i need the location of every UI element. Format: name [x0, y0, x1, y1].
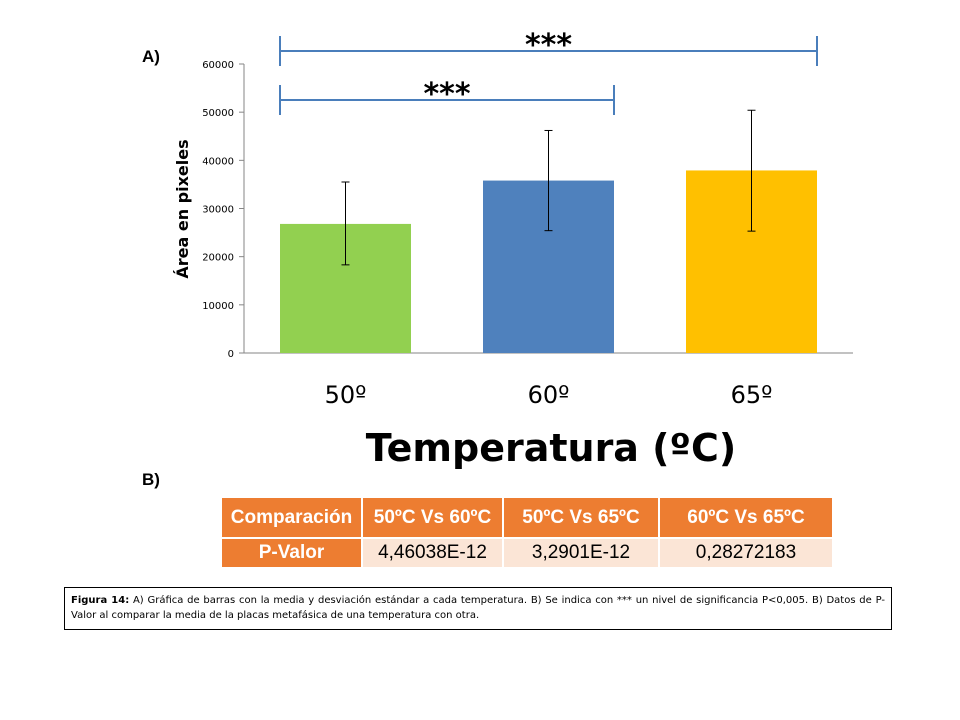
y-tick-label: 40000: [202, 156, 234, 167]
y-tick-label: 30000: [202, 205, 234, 216]
x-tick-label: 60º: [528, 381, 570, 409]
panel-label-b: B): [142, 470, 160, 489]
significance-label: ***: [423, 77, 470, 112]
x-tick-label: 65º: [731, 381, 773, 409]
significance-label: ***: [525, 28, 572, 63]
caption-label: Figura 14:: [71, 595, 130, 606]
table-header-cell: 60ºC Vs 65ºC: [658, 496, 834, 539]
error-bars: [341, 109, 756, 266]
figure-caption: Figura 14: A) Gráfica de barras con la m…: [64, 587, 892, 630]
table-row: P-Valor 4,46038E-12 3,2901E-12 0,2827218…: [220, 537, 834, 569]
table-header-cell: 50ºC Vs 65ºC: [502, 496, 660, 539]
table-header-cell: 50ºC Vs 60ºC: [361, 496, 504, 539]
panel-label-a: A): [142, 47, 160, 66]
table-row-label: P-Valor: [220, 537, 363, 569]
y-axis-title: Área en pixeles: [173, 139, 192, 278]
table-cell: 3,2901E-12: [502, 537, 660, 569]
significance-brackets: *** ***: [279, 28, 818, 115]
y-tick-label: 0: [228, 349, 234, 360]
x-tick-labels: 50º 60º 65º: [325, 381, 773, 409]
y-tick-label: 20000: [202, 253, 234, 264]
x-axis-title: Temperatura (ºC): [366, 426, 736, 470]
y-tick-label: 60000: [202, 60, 234, 71]
table-header-row: Comparación 50ºC Vs 60ºC 50ºC Vs 65ºC 60…: [220, 496, 834, 539]
caption-text: A) Gráfica de barras con la media y desv…: [71, 595, 885, 621]
p-value-table: Comparación 50ºC Vs 60ºC 50ºC Vs 65ºC 60…: [220, 496, 834, 569]
bar-chart: 0 10000 20000 30000 40000 50000 60000 50º 60º 65…: [173, 28, 853, 470]
table-header-cell: Comparación: [220, 496, 363, 539]
y-tick-label: 10000: [202, 301, 234, 312]
x-tick-label: 50º: [325, 381, 367, 409]
y-tick-label: 50000: [202, 108, 234, 119]
table-cell: 4,46038E-12: [361, 537, 504, 569]
table-cell: 0,28272183: [658, 537, 834, 569]
y-tick-labels: 0 10000 20000 30000 40000 50000 60000: [202, 60, 234, 360]
